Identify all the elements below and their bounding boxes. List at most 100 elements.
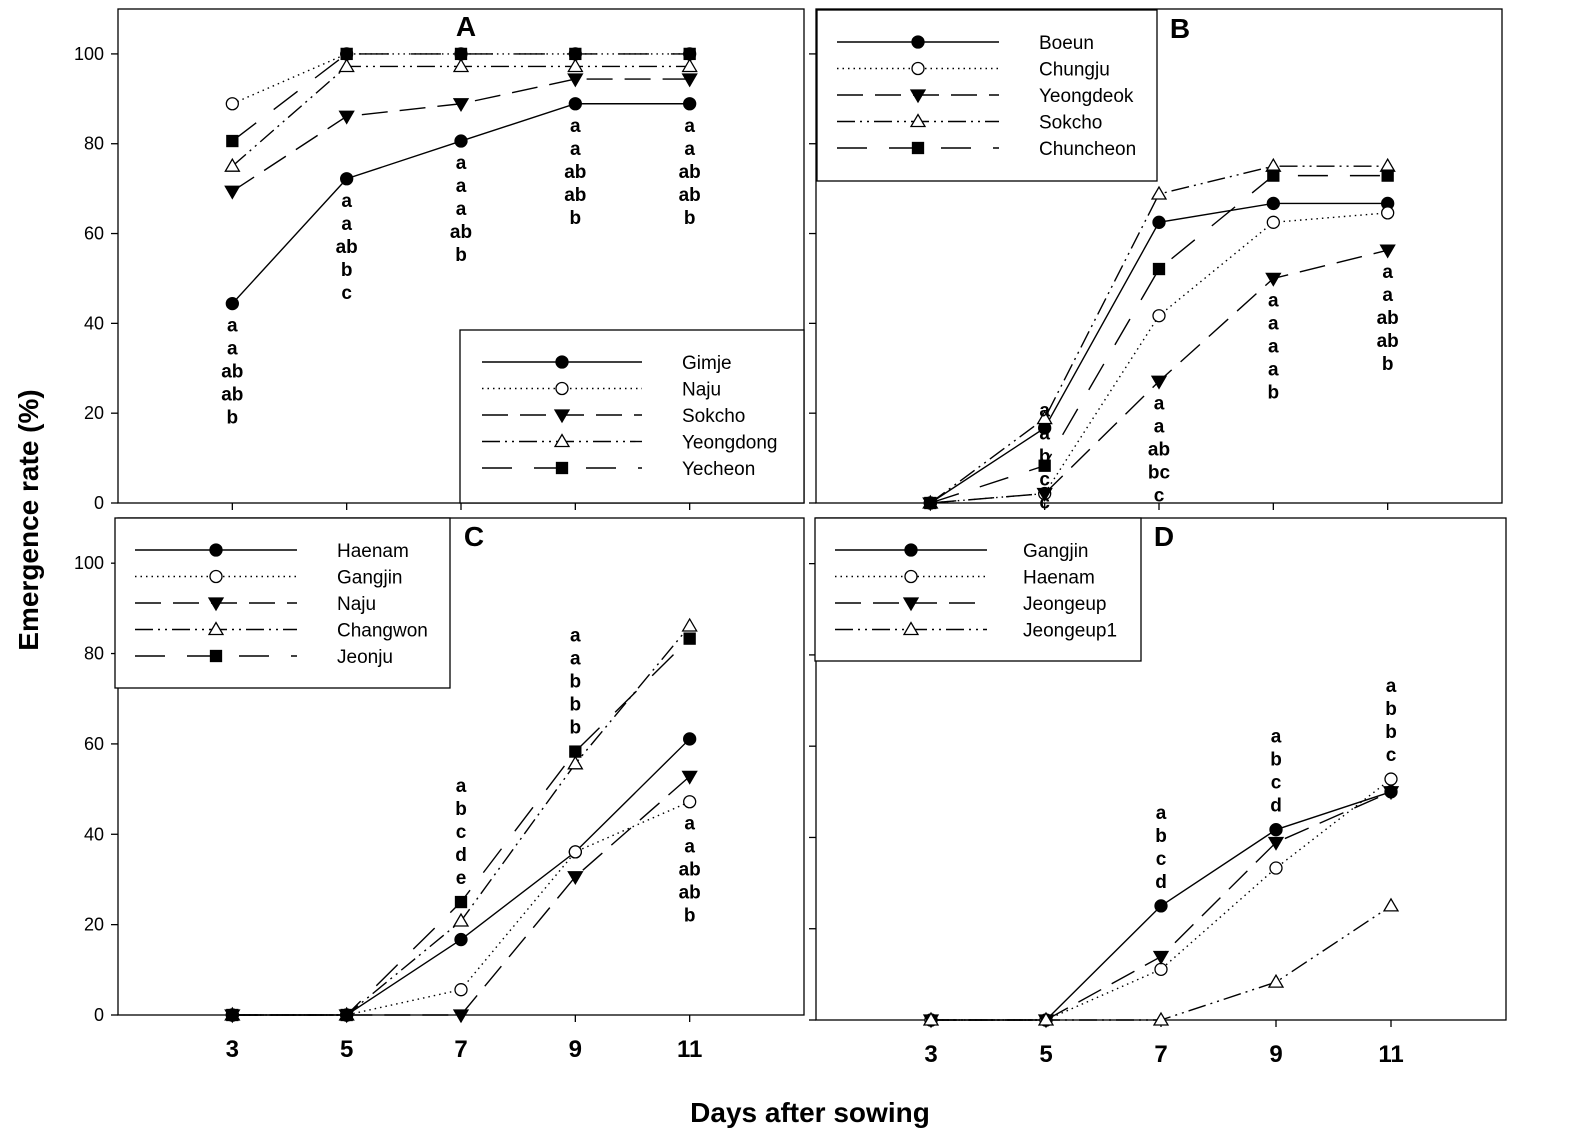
legend-label: Gangjin — [1023, 541, 1089, 562]
x-tick-label: 5 — [340, 1036, 353, 1063]
legend: Gangjin Haenam Jeongeup Jeongeup1 — [814, 517, 1142, 662]
panel-label: D — [1154, 521, 1174, 552]
x-tick-label: 11 — [1378, 1041, 1403, 1068]
legend-marker — [902, 597, 920, 612]
significance-letter: b — [684, 208, 696, 229]
series-jeonju — [226, 632, 696, 1022]
legend-label: Yeongdeok — [1039, 86, 1134, 107]
legend: Boeun Chungju Yeongdeok Sokcho Chuncheon — [816, 9, 1158, 182]
legend: Haenam Gangjin Naju Changwon Jeonju — [114, 517, 451, 689]
legend-marker — [209, 649, 223, 663]
significance-letter: ab — [679, 185, 701, 206]
significance-letter: b — [1039, 446, 1051, 467]
significance-letter: a — [570, 139, 581, 160]
significance-letter: ab — [679, 860, 701, 881]
significance-letter: b — [1385, 722, 1397, 743]
significance-letter: bc — [1148, 462, 1171, 483]
legend-label: Boeun — [1039, 33, 1094, 54]
legend-label: Naju — [682, 380, 721, 401]
data-point — [1036, 487, 1053, 502]
significance-letter: a — [1156, 803, 1167, 824]
significance-letter: b — [227, 408, 239, 429]
significance-letter: a — [1382, 262, 1393, 283]
data-point — [1379, 244, 1396, 259]
significance-letter: c — [456, 822, 467, 843]
data-point — [452, 912, 470, 927]
data-point — [1152, 309, 1166, 323]
panel-d: 3 5 7 9 11abcdabcdabbcGangjinHaenamJeongeupJ… — [809, 517, 1507, 1068]
data-point — [1381, 206, 1395, 220]
data-point — [567, 871, 584, 886]
significance-letter: a — [456, 176, 467, 197]
legend-label: Sokcho — [682, 406, 745, 427]
significance-letter: c — [1156, 849, 1167, 870]
series-line — [930, 212, 1388, 504]
data-point — [924, 496, 937, 510]
legend-marker — [909, 113, 927, 128]
data-point — [1038, 459, 1051, 472]
x-tick-label: 7 — [1154, 1041, 1167, 1068]
legend-label: Yeongdong — [682, 433, 777, 454]
series-line — [231, 65, 690, 167]
legend-label: Gangjin — [337, 568, 403, 589]
data-point — [569, 47, 582, 61]
y-axis-title: Emergence rate (%) — [13, 389, 44, 650]
y-tick-label: 20 — [84, 403, 104, 423]
significance-letter: a — [1271, 727, 1282, 748]
data-point — [1382, 897, 1400, 912]
data-point — [452, 98, 470, 113]
legend-marker — [553, 409, 571, 424]
panel-b: aabccaaabbccaaaabaaababbBoeunChungjuYeon… — [809, 8, 1503, 513]
legend-label: Gimje — [682, 353, 732, 374]
data-point — [569, 745, 582, 758]
legend-marker — [904, 569, 918, 584]
data-point — [454, 932, 468, 947]
significance-letter: ab — [450, 222, 472, 243]
significance-letter: d — [455, 845, 467, 866]
y-tick-label: 60 — [84, 734, 104, 754]
legend-marker — [904, 543, 918, 557]
data-point — [1269, 823, 1283, 837]
series-yeongdong — [224, 58, 698, 172]
data-point — [340, 172, 354, 186]
legend-label: Jeonju — [337, 647, 393, 668]
data-point — [1379, 157, 1396, 172]
legend-marker — [207, 597, 225, 612]
significance-letter: a — [1268, 290, 1279, 311]
significance-letter: c — [1271, 773, 1282, 794]
legend-box — [816, 9, 1158, 182]
significance-letter: a — [456, 153, 467, 174]
y-tick-label: 40 — [84, 824, 104, 844]
series-sokcho — [224, 73, 698, 200]
data-point — [681, 58, 698, 73]
series-boeun — [923, 196, 1395, 510]
legend-marker — [209, 569, 223, 584]
significance-letter: b — [570, 695, 582, 716]
data-point — [1267, 169, 1280, 182]
significance-letter: ab — [564, 162, 586, 183]
significance-letter: ab — [1377, 308, 1399, 329]
data-point — [1266, 215, 1280, 229]
significance-letter: ab — [679, 883, 701, 904]
data-point — [340, 1008, 353, 1022]
data-point — [683, 795, 697, 809]
significance-letter: a — [684, 814, 695, 835]
x-tick-label: 3 — [226, 1036, 239, 1063]
legend-label: Chuncheon — [1039, 139, 1136, 160]
significance-letter: b — [1155, 826, 1167, 847]
significance-letter: ab — [336, 237, 358, 258]
data-point — [1265, 272, 1282, 287]
panel-label: C — [464, 521, 484, 552]
significance-letter: a — [456, 776, 467, 797]
data-point — [681, 770, 698, 785]
significance-letter: a — [684, 116, 695, 137]
data-point — [1269, 861, 1283, 875]
data-point — [567, 755, 584, 770]
data-point — [1152, 262, 1166, 276]
